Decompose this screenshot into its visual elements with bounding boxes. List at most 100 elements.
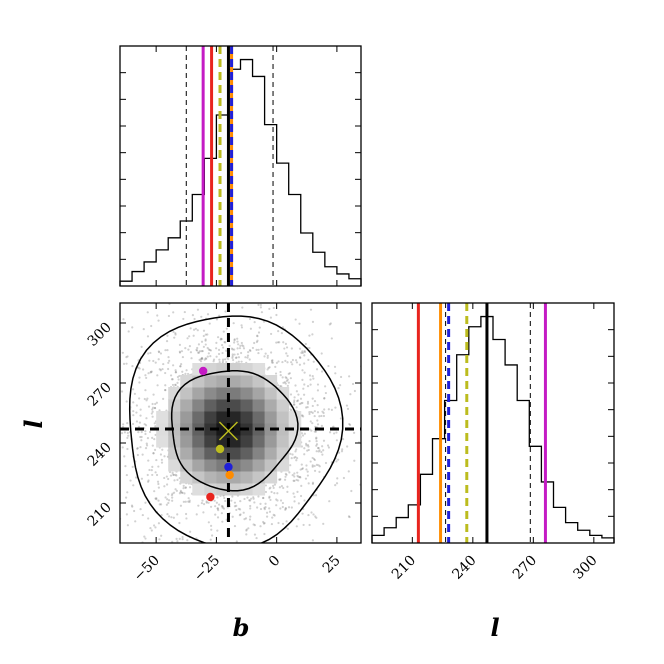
sample-point (192, 334, 195, 337)
sample-point (224, 499, 227, 503)
sample-point (249, 499, 252, 502)
sample-point (132, 484, 135, 487)
sample-point (176, 375, 179, 379)
density-cell (180, 411, 193, 424)
sample-point (157, 319, 160, 322)
density-cell (180, 375, 193, 388)
density-cell (204, 399, 217, 412)
sample-point (311, 456, 314, 460)
sample-point (196, 308, 200, 311)
sample-point (231, 495, 234, 498)
sample-point (298, 356, 302, 359)
sample-point (253, 341, 256, 345)
sample-point (178, 521, 181, 525)
density-cell (180, 387, 193, 400)
sample-point (279, 477, 282, 481)
sample-point (283, 381, 286, 384)
sample-point (292, 492, 295, 495)
sample-point (320, 424, 323, 427)
sample-point (138, 421, 142, 424)
sample-point (215, 341, 218, 344)
sample-point (293, 479, 296, 482)
sample-point (209, 349, 213, 352)
sample-point (255, 536, 258, 540)
sample-point (306, 406, 309, 409)
sample-point (243, 518, 246, 521)
sample-point (131, 326, 134, 329)
sample-point (145, 399, 148, 402)
sample-point (297, 479, 300, 482)
sample-point (299, 397, 303, 400)
sample-point (133, 509, 136, 513)
sample-point (335, 431, 338, 434)
sample-point (188, 499, 191, 502)
sample-point (308, 411, 311, 414)
sample-point (309, 420, 312, 423)
sample-point (334, 372, 337, 375)
sample-point (311, 333, 314, 336)
sample-point (269, 316, 273, 319)
sample-point (334, 484, 337, 487)
sample-point (250, 497, 253, 500)
density-cell (276, 447, 290, 460)
sample-point (123, 431, 127, 434)
sample-point (148, 359, 151, 362)
sample-point (257, 351, 260, 355)
sample-point (177, 378, 180, 381)
sample-point (153, 524, 156, 527)
sample-point (167, 501, 170, 505)
sample-point (256, 506, 259, 509)
sample-point (286, 485, 289, 488)
sample-point (266, 368, 269, 371)
sample-point (306, 449, 309, 452)
sample-point (222, 330, 225, 333)
sample-point (195, 513, 198, 516)
sample-point (291, 363, 294, 366)
sample-point (172, 473, 175, 476)
density-cell (228, 447, 241, 460)
sample-point (144, 501, 147, 504)
sample-point (135, 411, 138, 414)
sample-point (225, 360, 228, 364)
sample-point (305, 464, 308, 467)
sample-point (308, 523, 311, 527)
sample-point (135, 404, 138, 407)
density-cell (276, 435, 290, 448)
sample-point (161, 367, 164, 371)
sample-point (289, 393, 293, 396)
sample-point (290, 347, 293, 350)
sample-point (307, 448, 310, 452)
sample-point (307, 482, 310, 485)
sample-point (140, 430, 143, 434)
sample-point (237, 356, 241, 359)
sample-point (154, 526, 157, 529)
sample-point (314, 494, 318, 497)
outer-contour (128, 315, 344, 543)
sample-point (316, 383, 320, 386)
sample-point (258, 326, 261, 329)
sample-point (244, 517, 248, 520)
sample-point (172, 473, 175, 477)
sample-point (147, 372, 150, 375)
sample-point (322, 411, 325, 415)
sample-point (324, 461, 328, 465)
sample-point (160, 458, 163, 461)
sample-point (201, 349, 204, 353)
sample-point (208, 348, 211, 352)
sample-point (294, 450, 297, 453)
sample-point (189, 351, 193, 354)
sample-point (293, 472, 296, 475)
sample-point (184, 347, 187, 350)
density-cell (216, 399, 229, 412)
sample-point (153, 406, 157, 410)
sample-point (314, 425, 317, 428)
sample-point (179, 365, 182, 368)
sample-point (158, 368, 161, 371)
sample-point (268, 507, 271, 510)
sample-point (262, 522, 266, 525)
sample-point (303, 354, 306, 357)
sample-point (221, 358, 225, 361)
sample-point (334, 406, 337, 409)
sample-point (281, 501, 285, 505)
sample-point (212, 358, 216, 361)
